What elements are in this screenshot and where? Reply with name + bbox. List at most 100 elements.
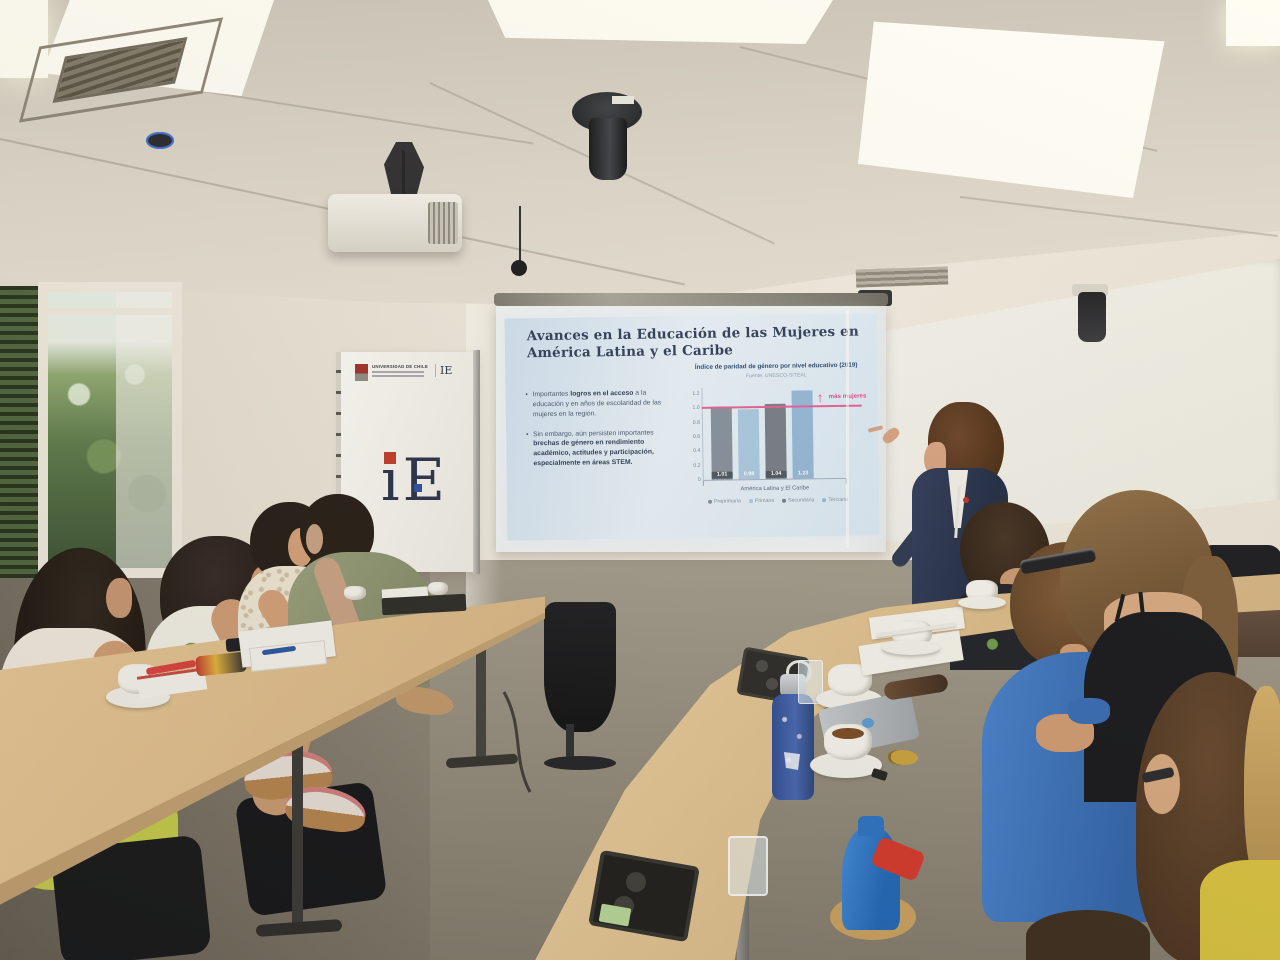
projector-vent-grid [428, 202, 458, 244]
legend-dot-icon [748, 499, 753, 504]
banner-rail-dots [336, 352, 341, 572]
thermos-logo [784, 752, 800, 770]
power-outlet [626, 872, 646, 892]
power-outlet [756, 660, 768, 672]
mic-cable [519, 206, 521, 264]
slide-bullets: • Importantes logros en el acceso a la ed… [525, 388, 678, 479]
y-axis-tick: 0 [697, 476, 701, 483]
screen-case [494, 293, 888, 306]
legend-label: Preprimaria [714, 498, 741, 505]
ie-logo-i: ı [381, 446, 403, 514]
window-transom-bar [38, 308, 182, 315]
ie-logo-large: ıE [381, 450, 448, 510]
legend-item-preprimaria: Preprimaria [708, 498, 741, 505]
bar-value-label: 0.98 [743, 471, 755, 478]
thermos-bottle [772, 694, 814, 800]
slide-bullet-1: • Importantes logros en el acceso a la ed… [525, 388, 677, 420]
ie-logo-red-square [384, 452, 396, 464]
ie-logo-small: IE [434, 364, 452, 377]
legend-label: Secundaria [788, 497, 815, 504]
y-axis-tick: 1.0 [692, 405, 700, 412]
ie-logo-blue-square [414, 484, 422, 492]
light-panel [858, 21, 1165, 198]
table-leg [292, 742, 303, 930]
bar-preprimaria: 1.01 [710, 406, 733, 480]
light-panel [0, 0, 48, 78]
presenter-red-pin [963, 497, 969, 503]
y-axis-tick: 0.8 [692, 419, 700, 426]
slide-chart: Índice de paridad de género por nivel ed… [681, 361, 873, 534]
banner-pole [473, 350, 480, 574]
hanging-mic [511, 260, 527, 276]
banner-header-logo: UNIVERSIDAD DE CHILE IE [355, 364, 452, 381]
presenter-face [924, 442, 946, 476]
legend-dot-icon [822, 498, 827, 503]
legend-label: Primaria [754, 497, 775, 505]
banner-subtitle-line [372, 371, 424, 373]
water-glass [728, 836, 768, 896]
power-outlet [766, 678, 778, 690]
y-axis-tick: 0.6 [692, 433, 701, 440]
floor-cable [502, 691, 532, 793]
foreground-head [1026, 910, 1150, 960]
bullet-text-bold: logros en el acceso [570, 389, 634, 398]
coffee-liquid [832, 728, 864, 739]
chart-source: Fuente: UNESCO-SITEAL [745, 372, 807, 380]
table-leg [476, 646, 486, 764]
coffee-cup [344, 586, 366, 600]
banner-subtitle-line [372, 375, 424, 377]
bar-secundaria: 1.04 [764, 403, 787, 479]
legend-dot-icon [782, 498, 787, 503]
foreground-blonde-hair [1244, 686, 1280, 894]
office-chair [544, 602, 616, 732]
keys [888, 750, 918, 765]
bar-value-label: 1.23 [797, 470, 809, 477]
ie-logo-e: E [402, 446, 448, 514]
legend-item-terciaria: Terciaria [822, 497, 848, 503]
screen-crease [846, 310, 849, 548]
bar-primaria: 0.98 [737, 408, 760, 480]
bullet-marker: • [526, 430, 529, 438]
y-axis-tick: 0.4 [693, 448, 701, 455]
university-name: UNIVERSIDAD DE CHILE [372, 364, 428, 369]
bar-terciaria: 1.23 [791, 389, 814, 479]
bar-value-label: 1.01 [711, 471, 733, 479]
chart-legend: Preprimaria Primaria Secundaria Terciaria [683, 496, 873, 505]
legend-item-primaria: Primaria [748, 497, 775, 505]
bullet-text: Importantes [532, 390, 571, 399]
ceiling-camera-body [589, 118, 627, 180]
window-blinds [0, 286, 38, 578]
laptop-logo [862, 718, 874, 728]
bars-row: 1.01 0.98 1.04 1.23 [710, 389, 814, 480]
blue-cone-cap [858, 816, 884, 836]
chart-title: Índice de paridad de género por nivel ed… [694, 361, 858, 371]
person-1-face [106, 578, 132, 618]
more-women-arrow: ↑ [816, 389, 824, 406]
ceiling-camera-sticker [612, 96, 634, 104]
bullet-text-bold: brechas de género en rendimiento académi… [533, 439, 654, 468]
legend-dot-icon [708, 499, 713, 504]
university-crest-icon [355, 364, 368, 381]
bar-value-label: 1.04 [765, 470, 787, 478]
wall-air-vent [855, 266, 949, 288]
chart-plot: 1.01 0.98 1.04 1.23 ↑ más mujeres 0 0.2 0.4 0.… [692, 385, 866, 483]
slide-title: Avances en la Educación de las Mujeres e… [526, 323, 860, 362]
foreground-face-glasses [1144, 754, 1180, 814]
person-4-face [306, 524, 323, 554]
legend-item-secundaria: Secundaria [782, 497, 815, 504]
y-axis-tick: 0.2 [693, 462, 701, 469]
light-panel [1226, 0, 1280, 46]
coffee-cup [428, 582, 448, 595]
office-chair-base [566, 724, 574, 762]
window-sheer-curtain [116, 292, 172, 568]
light-panel [488, 0, 833, 44]
bullet-marker: • [525, 391, 528, 399]
bullet-text: Sin embargo, aún persisten importantes [533, 429, 654, 438]
saucer [958, 596, 1006, 609]
saucer [882, 640, 940, 655]
y-axis-tick: 1.2 [692, 390, 700, 397]
smoke-detector [146, 132, 174, 149]
x-axis-group-label: América Latina y El Caribe [740, 485, 810, 493]
foreground-yellow-clothing [1200, 860, 1280, 960]
